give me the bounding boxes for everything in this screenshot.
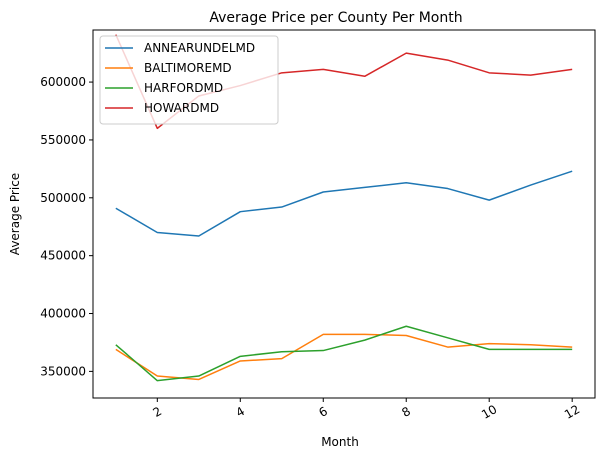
plot-frame [92, 29, 596, 399]
y-tick-label: 600000 [40, 75, 86, 89]
x-tick-label: 12 [562, 402, 582, 422]
y-tick-label: 350000 [40, 364, 86, 378]
x-tick-label: 10 [479, 402, 499, 422]
y-axis-label: Average Price [8, 173, 22, 255]
legend-label: BALTIMOREMD [144, 61, 232, 75]
y-tick-label: 500000 [40, 191, 86, 205]
y-tick-label: 550000 [40, 133, 86, 147]
series-line-baltimoremd [115, 333, 573, 381]
legend-label: ANNEARUNDELMD [144, 41, 255, 55]
x-axis-label: Month [321, 435, 359, 449]
y-tick-label: 450000 [40, 249, 86, 263]
series-line-harfordmd [115, 325, 573, 382]
x-axis: 2 4 6 8 10 12 [150, 398, 582, 422]
x-tick-label: 8 [399, 404, 413, 420]
legend-box [99, 35, 279, 125]
legend-label: HARFORDMD [144, 81, 223, 95]
series-line-annearundelmd [115, 170, 573, 237]
x-tick-label: 2 [150, 404, 164, 420]
chart-title: Average Price per County Per Month [209, 10, 462, 26]
legend: ANNEARUNDELMD BALTIMOREMD HARFORDMD HOWARDM… [99, 35, 279, 125]
x-tick-label: 4 [233, 404, 247, 420]
legend-label: HOWARDMD [144, 101, 219, 115]
y-tick-label: 400000 [40, 307, 86, 321]
y-axis: 350000 400000 450000 500000 550000 600000 [40, 75, 93, 378]
x-tick-label: 6 [316, 404, 330, 420]
